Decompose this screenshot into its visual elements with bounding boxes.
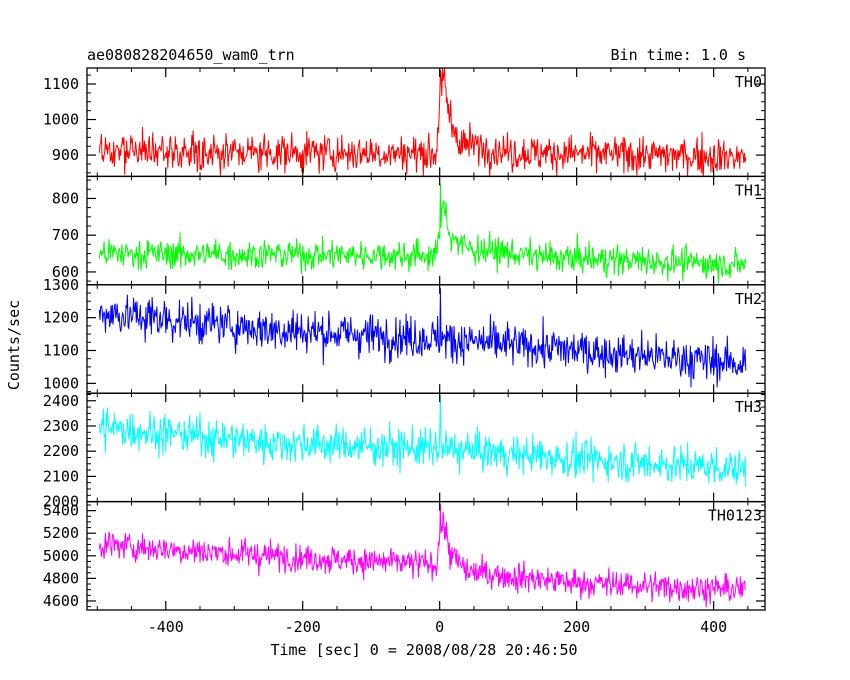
panel-th0: 900 1000 1100 TH0 xyxy=(43,67,766,178)
y-tick-label-th3: 2100 xyxy=(43,467,79,485)
y-tick-label-th3: 2300 xyxy=(43,417,79,435)
chart-title: ae080828204650_wam0_trn xyxy=(87,46,295,64)
panel-th1: 600 700 800 TH1 xyxy=(52,175,766,286)
y-tick-label-th2: 1200 xyxy=(43,309,79,327)
y-tick-label-th1: 700 xyxy=(52,226,79,244)
y-tick-label-th2: 1000 xyxy=(43,374,79,392)
panel-frame xyxy=(86,392,766,503)
y-tick-label-th0123: 5400 xyxy=(43,502,79,520)
y-axis-label: Counts/sec xyxy=(5,300,23,390)
x-tick-label: -400 xyxy=(148,618,184,636)
panel-th3: 2000 2100 2200 2300 2400 TH3 xyxy=(43,392,766,511)
y-tick-label-th0123: 5200 xyxy=(43,524,79,542)
y-tick-label-th1: 600 xyxy=(52,263,79,281)
x-tick-label: -200 xyxy=(285,618,321,636)
y-tick-label-th2: 1300 xyxy=(43,276,79,294)
panel-label-th2: TH2 xyxy=(735,290,762,308)
series-line-th1 xyxy=(98,183,747,284)
series-line-th3 xyxy=(98,394,747,488)
panel-label-th3: TH3 xyxy=(735,398,762,416)
series-line-th0123 xyxy=(98,503,747,608)
series-line-th2 xyxy=(98,288,747,388)
x-tick-label: 200 xyxy=(563,618,590,636)
panel-label-th1: TH1 xyxy=(735,181,762,199)
series-line-th0 xyxy=(98,68,747,177)
x-tick-label: 0 xyxy=(435,618,444,636)
y-tick-label-th0123: 4600 xyxy=(43,592,79,610)
y-tick-label-th0123: 5000 xyxy=(43,547,79,565)
panel-label-th0123: TH0123 xyxy=(708,507,762,525)
y-tick-label-th0123: 4800 xyxy=(43,569,79,587)
y-tick-label-th0: 1000 xyxy=(43,111,79,129)
y-tick-label-th3: 2200 xyxy=(43,442,79,460)
y-tick-label-th0: 900 xyxy=(52,146,79,164)
y-tick-label-th0: 1100 xyxy=(43,75,79,93)
x-tick-label: 400 xyxy=(700,618,727,636)
panel-stack: 900 1000 1100 TH0 600 700 800 TH1 1000 1100 1200 13… xyxy=(43,67,766,636)
bin-time-label: Bin time: 1.0 s xyxy=(611,46,746,64)
y-tick-label-th3: 2000 xyxy=(43,493,79,511)
panel-th0123: 4600 4800 5000 5200 5400 TH0123 xyxy=(43,500,766,611)
y-tick-label-th2: 1100 xyxy=(43,341,79,359)
y-tick-label-th3: 2400 xyxy=(43,392,79,410)
panel-label-th0: TH0 xyxy=(735,73,762,91)
panel-th2: 1000 1100 1200 1300 TH2 xyxy=(43,276,766,394)
y-tick-label-th1: 800 xyxy=(52,189,79,207)
x-axis-label: Time [sec] 0 = 2008/08/28 20:46:50 xyxy=(270,641,577,659)
